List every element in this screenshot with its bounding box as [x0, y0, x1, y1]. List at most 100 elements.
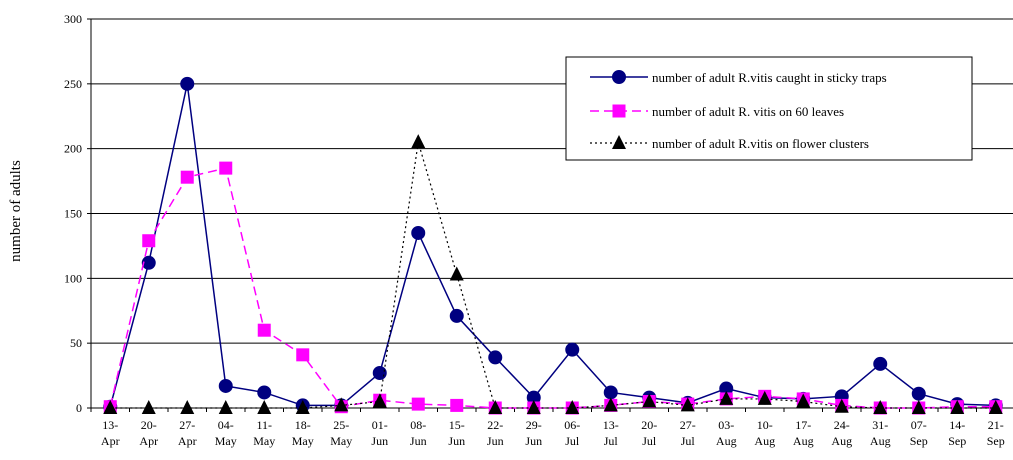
x-tick-label-day: 24-: [834, 418, 850, 432]
x-tick-label-day: 04-: [218, 418, 234, 432]
x-tick-label-day: 20-: [141, 418, 157, 432]
x-tick-labels: 13- Apr 20- Apr 27- Apr 04- May 11- May 18- May 25- M…: [101, 418, 1005, 448]
x-tick-label-day: 22-: [487, 418, 503, 432]
data-point: [449, 308, 464, 323]
data-point: [488, 350, 503, 365]
x-tick-label-month: Jul: [604, 434, 619, 448]
x-tick-label-day: 29-: [526, 418, 542, 432]
data-point: [873, 356, 888, 371]
data-point: [180, 400, 195, 414]
x-tick-label-day: 06-: [564, 418, 580, 432]
data-point: [988, 400, 1003, 414]
x-tick-label-month: Jun: [410, 434, 427, 448]
x-tick-label-month: Jun: [487, 434, 504, 448]
legend-marker: [612, 104, 626, 118]
x-tick-label-month: May: [292, 434, 314, 448]
x-tick-label-month: Aug: [870, 434, 891, 448]
legend-marker: [612, 135, 626, 149]
x-tick-label-day: 13-: [603, 418, 619, 432]
y-tick-label: 100: [64, 271, 82, 285]
y-tick-label: 250: [64, 77, 82, 91]
y-tick-label: 150: [64, 207, 82, 221]
x-tick-label-day: 07-: [911, 418, 927, 432]
x-tick-label-day: 27-: [179, 418, 195, 432]
gridlines: [91, 18, 1013, 344]
x-tick-label-month: May: [253, 434, 275, 448]
data-point: [680, 397, 695, 412]
x-tick-label-month: Sep: [987, 434, 1005, 448]
x-tick-label-month: Aug: [716, 434, 737, 448]
x-tick-label-day: 20-: [641, 418, 657, 432]
data-point: [950, 400, 965, 414]
legend-label: number of adult R.vitis on flower cluste…: [652, 136, 869, 151]
x-tick-label-day: 14-: [949, 418, 965, 432]
data-point: [141, 255, 156, 270]
legend-label: number of adult R. vitis on 60 leaves: [652, 104, 844, 119]
data-point: [257, 400, 272, 414]
data-point: [141, 400, 156, 414]
data-point: [180, 170, 194, 184]
y-axis-title: number of adults: [8, 160, 24, 262]
data-point: [526, 400, 541, 414]
x-tick-label-day: 08-: [410, 418, 426, 432]
data-point: [411, 397, 425, 411]
data-point: [257, 385, 272, 400]
x-tick-label-day: 11-: [256, 418, 272, 432]
data-point: [642, 393, 657, 408]
x-tick-label-month: Apr: [178, 434, 197, 448]
x-tick-label-month: Apr: [139, 434, 158, 448]
data-point: [488, 400, 503, 414]
data-point: [565, 342, 580, 357]
data-point: [450, 398, 464, 412]
x-tick-label-day: 15-: [449, 418, 465, 432]
data-point: [719, 390, 734, 405]
y-tick-label: 0: [76, 401, 82, 415]
data-point: [411, 134, 426, 149]
x-tick-label-month: Sep: [910, 434, 928, 448]
data-point: [180, 76, 195, 91]
x-tick-label-month: May: [330, 434, 352, 448]
x-tick-label-day: 25-: [333, 418, 349, 432]
x-tick-label-month: Jun: [448, 434, 465, 448]
data-point: [295, 400, 310, 414]
x-tick-label-month: Jul: [565, 434, 580, 448]
x-tick-label-month: Jul: [681, 434, 696, 448]
data-point: [411, 225, 426, 240]
data-point: [372, 365, 387, 380]
series-line: [109, 167, 996, 409]
legend: number of adult R.vitis caught in sticky…: [565, 56, 973, 161]
y-tick-label: 50: [70, 336, 82, 350]
x-tick-label-month: Jun: [371, 434, 388, 448]
x-tick-label-day: 10-: [757, 418, 773, 432]
x-tick-label-month: Jun: [525, 434, 542, 448]
data-point: [911, 400, 926, 414]
data-point: [142, 234, 156, 248]
data-point: [834, 398, 849, 413]
data-point: [603, 385, 618, 400]
x-tick-label-day: 31-: [872, 418, 888, 432]
data-point: [757, 390, 772, 405]
data-point: [796, 393, 811, 408]
x-tick-label-day: 03-: [718, 418, 734, 432]
data-point: [219, 161, 233, 175]
data-point: [103, 400, 118, 414]
series-square: [103, 161, 1003, 415]
y-tick-label: 300: [64, 12, 82, 26]
legend-box: [565, 56, 973, 161]
data-point: [911, 386, 926, 401]
x-tick-label-month: May: [215, 434, 237, 448]
legend-marker: [612, 70, 626, 84]
data-point: [873, 400, 888, 414]
data-point: [218, 378, 233, 393]
x-tick-label-month: Apr: [101, 434, 120, 448]
data-point: [372, 393, 387, 408]
x-tick-label-day: 13-: [102, 418, 118, 432]
y-tick-label: 200: [64, 142, 82, 156]
data-point: [296, 348, 310, 362]
series-line: [110, 142, 996, 409]
legend-label: number of adult R.vitis caught in sticky…: [652, 70, 887, 85]
x-tick-label-month: Jul: [642, 434, 657, 448]
x-tick-label-day: 21-: [988, 418, 1004, 432]
data-point: [218, 400, 233, 414]
